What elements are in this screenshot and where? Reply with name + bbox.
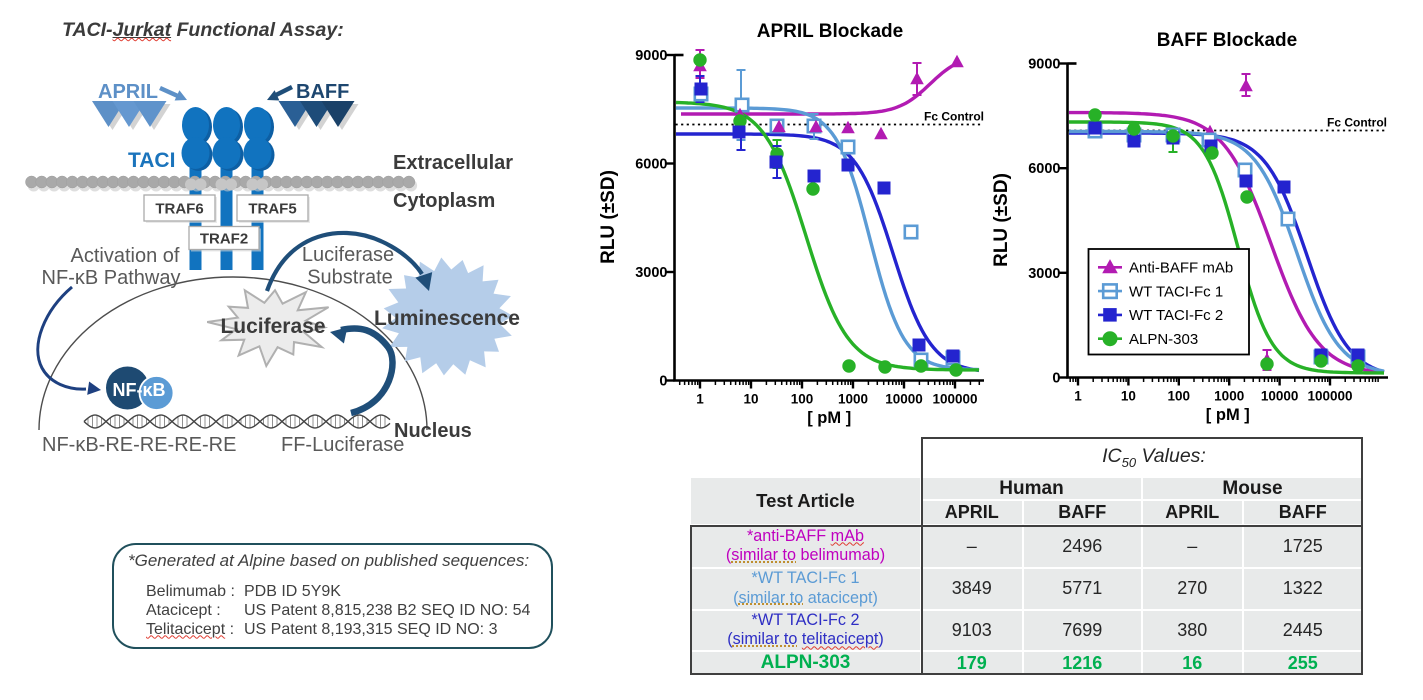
svg-text:9000: 9000 — [635, 48, 667, 64]
svg-text:RLU (±SD): RLU (±SD) — [991, 173, 1012, 267]
svg-text:NF-κB: NF-κB — [112, 380, 165, 400]
svg-text:1: 1 — [696, 392, 704, 407]
svg-text:6000: 6000 — [1028, 161, 1060, 177]
svg-text:6000: 6000 — [635, 157, 667, 173]
svg-text:Luciferase: Luciferase — [220, 315, 325, 338]
svg-text:RLU (±SD): RLU (±SD) — [598, 170, 619, 264]
svg-text:1: 1 — [1074, 389, 1082, 404]
svg-text:BAFF: BAFF — [296, 81, 349, 103]
svg-text:Cytoplasm: Cytoplasm — [393, 190, 495, 212]
svg-text:1000: 1000 — [838, 392, 868, 407]
svg-text:[ pM ]: [ pM ] — [1206, 406, 1250, 424]
svg-text:Substrate: Substrate — [307, 267, 393, 289]
svg-text:100000: 100000 — [1307, 389, 1352, 404]
svg-text:APRIL Blockade: APRIL Blockade — [757, 21, 903, 42]
svg-text:TRAF5: TRAF5 — [248, 201, 296, 218]
svg-text:3000: 3000 — [1028, 266, 1060, 282]
svg-text:10000: 10000 — [1261, 389, 1299, 404]
svg-text:10: 10 — [743, 392, 758, 407]
svg-text:WT TACI-Fc 2: WT TACI-Fc 2 — [1129, 307, 1223, 324]
svg-text:Fc Control: Fc Control — [924, 110, 984, 124]
svg-text:100000: 100000 — [932, 392, 977, 407]
svg-text:[ pM ]: [ pM ] — [807, 409, 851, 427]
svg-text:Nucleus: Nucleus — [394, 420, 472, 442]
svg-text:100: 100 — [1168, 389, 1191, 404]
svg-text:APRIL: APRIL — [98, 81, 158, 103]
svg-text:WT TACI-Fc 1: WT TACI-Fc 1 — [1129, 283, 1223, 300]
svg-text:Anti-BAFF mAb: Anti-BAFF mAb — [1129, 260, 1233, 277]
svg-text:FF-Luciferase: FF-Luciferase — [281, 434, 404, 456]
svg-text:Activation of: Activation of — [71, 245, 180, 267]
svg-text:NF-κB-RE-RE-RE-RE: NF-κB-RE-RE-RE-RE — [42, 434, 236, 456]
svg-text:0: 0 — [1052, 371, 1060, 387]
svg-text:9000: 9000 — [1028, 57, 1060, 73]
svg-text:3000: 3000 — [635, 265, 667, 281]
svg-text:100: 100 — [791, 392, 814, 407]
svg-text:Extracellular: Extracellular — [393, 152, 513, 174]
svg-text:TRAF6: TRAF6 — [155, 201, 203, 218]
svg-text:1000: 1000 — [1214, 389, 1244, 404]
svg-text:TACI: TACI — [128, 149, 175, 172]
svg-text:Luminescence: Luminescence — [374, 307, 520, 330]
svg-text:Fc Control: Fc Control — [1327, 116, 1387, 130]
svg-text:NF-κB Pathway: NF-κB Pathway — [42, 267, 181, 289]
svg-text:ALPN-303: ALPN-303 — [1129, 331, 1198, 348]
svg-text:0: 0 — [659, 374, 667, 390]
svg-text:10000: 10000 — [885, 392, 923, 407]
svg-text:10: 10 — [1121, 389, 1136, 404]
svg-text:TRAF2: TRAF2 — [200, 231, 248, 248]
svg-text:Luciferase: Luciferase — [302, 244, 394, 266]
svg-text:BAFF Blockade: BAFF Blockade — [1157, 30, 1297, 51]
